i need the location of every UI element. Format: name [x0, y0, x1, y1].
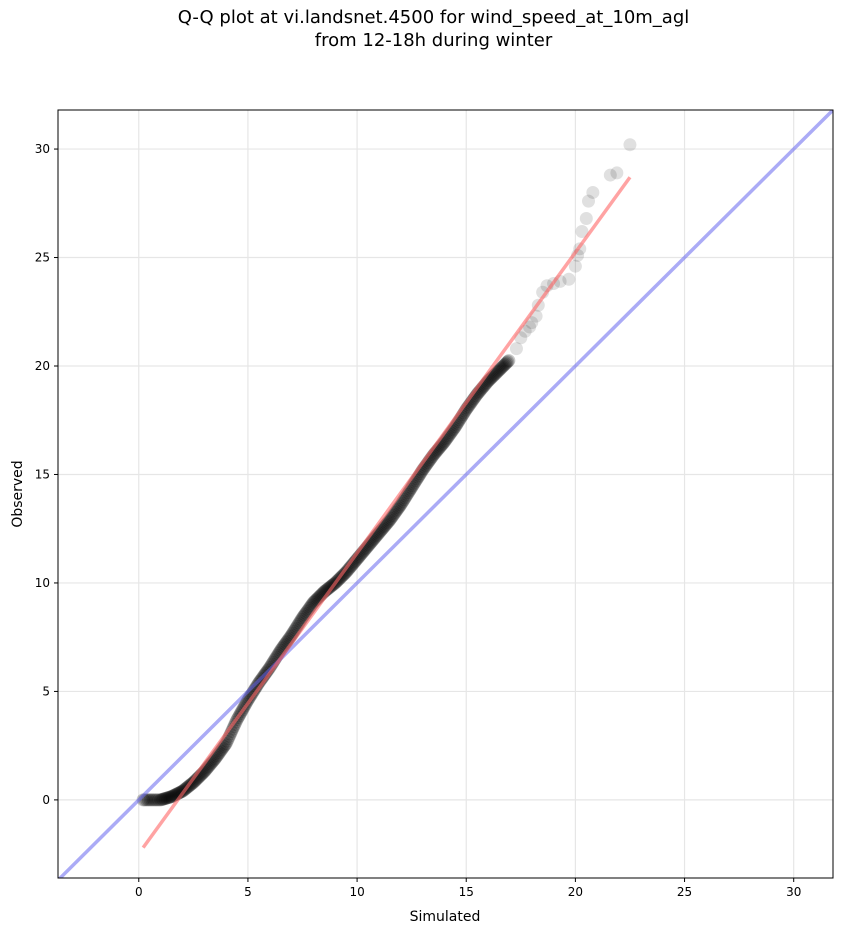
qq-point	[147, 793, 161, 807]
qq-point-tail	[568, 259, 582, 273]
qq-point	[162, 790, 176, 804]
qq-point	[378, 518, 392, 532]
qq-point	[165, 790, 179, 804]
chart-title: Q-Q plot at vi.landsnet.4500 for wind_sp…	[0, 6, 843, 52]
qq-point	[381, 516, 395, 530]
qq-point	[500, 356, 514, 370]
qq-point	[382, 514, 396, 528]
qq-point	[380, 517, 394, 531]
qq-point	[156, 792, 170, 806]
qq-point	[490, 366, 504, 380]
x-tick-label: 5	[244, 885, 252, 899]
qq-point	[489, 367, 503, 381]
qq-point	[396, 494, 410, 508]
x-tick-label: 15	[459, 885, 474, 899]
qq-point-tail	[523, 320, 537, 334]
y-tick-label: 15	[35, 467, 50, 481]
quantile-points	[136, 138, 637, 807]
qq-point	[340, 564, 354, 578]
qq-point	[321, 582, 335, 596]
x-tick-label: 10	[349, 885, 364, 899]
qq-point-tail	[562, 272, 576, 286]
qq-point	[145, 793, 159, 807]
qq-point	[166, 789, 180, 803]
qq-point	[492, 363, 506, 377]
qq-point	[155, 793, 169, 807]
qq-point	[152, 793, 166, 807]
y-axis-label: Observed	[10, 460, 26, 527]
y-tick-label: 20	[35, 359, 50, 373]
qq-point	[499, 357, 513, 371]
x-tick-label: 25	[677, 885, 692, 899]
qq-point	[390, 502, 404, 516]
qq-point	[394, 498, 408, 512]
qq-point	[158, 792, 172, 806]
chart-title-line-2: from 12-18h during winter	[314, 30, 553, 51]
qq-point	[398, 491, 412, 505]
qq-point	[502, 354, 516, 368]
qq-point	[173, 785, 187, 799]
fit-line	[141, 176, 632, 849]
qq-point-tail	[509, 342, 523, 356]
y-tick-label: 5	[42, 684, 50, 698]
qq-point	[496, 359, 510, 373]
identity-line	[58, 110, 833, 878]
plot-frame	[57, 109, 834, 879]
qq-point	[501, 355, 515, 369]
x-tick-label: 20	[568, 885, 583, 899]
qq-point	[157, 792, 171, 806]
qq-point	[494, 361, 508, 375]
qq-point-tail	[610, 166, 624, 180]
qq-point	[488, 368, 502, 382]
y-tick-label: 30	[35, 142, 50, 156]
reference-lines	[58, 110, 833, 878]
qq-point	[495, 360, 509, 374]
y-tick-label: 25	[35, 251, 50, 265]
qq-point	[376, 521, 390, 535]
grid-lines	[58, 110, 833, 878]
qq-point-tail	[603, 168, 617, 182]
qq-point	[493, 362, 507, 376]
qq-point-tail	[581, 194, 595, 208]
qq-point	[160, 791, 174, 805]
qq-point	[395, 496, 409, 510]
qq-point	[497, 358, 511, 372]
qq-point	[187, 774, 201, 788]
qq-point	[383, 513, 397, 527]
qq-point	[393, 499, 407, 513]
qq-point	[377, 520, 391, 534]
qq-point	[148, 793, 162, 807]
qq-point-tail	[586, 185, 600, 199]
qq-point	[387, 507, 401, 521]
qq-point	[159, 791, 173, 805]
qq-point	[386, 508, 400, 522]
qq-point-tail	[623, 138, 637, 152]
qq-point	[385, 510, 399, 524]
qq-point	[163, 790, 177, 804]
x-tick-label: 30	[786, 885, 801, 899]
axis-ticks: 0 5 10 15 20 25 30 0 5 10 15 20 25 30	[35, 142, 802, 899]
qq-point	[389, 504, 403, 518]
qq-point	[388, 505, 402, 519]
qq-point	[491, 364, 505, 378]
x-axis-label: Simulated	[410, 909, 481, 925]
qq-point	[143, 793, 157, 807]
y-tick-label: 10	[35, 576, 50, 590]
qq-point	[342, 561, 356, 575]
qq-point	[141, 793, 155, 807]
qq-point	[399, 489, 413, 503]
qq-point	[392, 501, 406, 515]
qq-point-tail	[579, 211, 593, 225]
qq-point	[397, 493, 411, 507]
qq-point	[154, 793, 168, 807]
chart-title-line-1: Q-Q plot at vi.landsnet.4500 for wind_sp…	[177, 7, 690, 28]
qq-point	[384, 512, 398, 526]
y-tick-label: 0	[42, 793, 50, 807]
qq-point-tail	[575, 224, 589, 238]
x-tick-label: 0	[135, 885, 143, 899]
qq-point	[161, 791, 175, 805]
qq-point	[341, 562, 355, 576]
qq-point	[150, 793, 164, 807]
